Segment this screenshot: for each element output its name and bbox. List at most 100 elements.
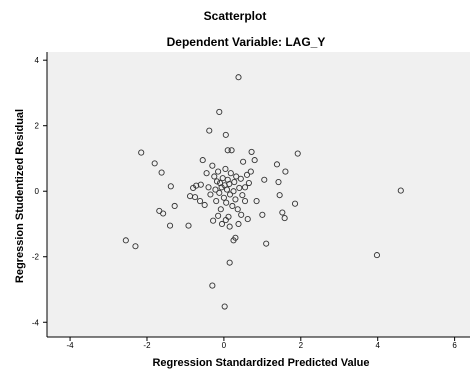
- data-point: [212, 186, 219, 193]
- data-point: [210, 217, 217, 224]
- data-point: [397, 187, 404, 194]
- data-point: [205, 184, 212, 191]
- y-axis-label: Regression Studentized Residual: [14, 109, 26, 283]
- data-point: [213, 198, 220, 205]
- data-point: [224, 147, 231, 154]
- data-point: [226, 180, 233, 188]
- data-point: [247, 168, 254, 175]
- plot-area: [47, 52, 470, 337]
- data-point: [209, 162, 216, 169]
- data-point: [201, 201, 208, 209]
- data-point: [234, 206, 241, 213]
- data-point: [261, 176, 268, 183]
- data-point: [236, 184, 243, 191]
- data-point: [232, 234, 239, 241]
- data-point: [158, 169, 165, 176]
- data-point: [138, 149, 145, 156]
- x-tick-label: 6: [452, 341, 457, 350]
- data-point: [273, 161, 281, 168]
- data-points: [122, 74, 404, 310]
- data-point: [190, 184, 197, 191]
- data-point: [239, 192, 246, 199]
- data-point: [185, 222, 192, 229]
- data-point: [240, 158, 247, 165]
- data-point: [216, 179, 224, 187]
- data-point: [224, 176, 231, 183]
- data-point: [241, 198, 249, 205]
- data-point: [235, 220, 242, 228]
- data-point: [230, 188, 237, 195]
- data-point: [213, 178, 221, 185]
- data-point: [196, 198, 204, 205]
- data-point: [226, 223, 233, 230]
- data-point: [132, 243, 139, 250]
- y-tick-label: -2: [32, 253, 40, 262]
- data-point: [238, 211, 245, 218]
- data-point: [221, 303, 228, 310]
- data-point: [237, 175, 244, 182]
- data-point: [167, 222, 174, 229]
- data-point: [223, 186, 231, 193]
- data-point: [291, 200, 299, 207]
- x-tick-label: -2: [143, 341, 151, 350]
- data-point: [218, 220, 226, 228]
- data-point: [226, 259, 233, 266]
- data-point: [373, 252, 380, 259]
- data-point: [220, 194, 227, 201]
- axes: [46, 52, 470, 338]
- data-point: [279, 209, 286, 216]
- data-point: [228, 147, 235, 154]
- x-axis-label: Regression Standardized Predicted Value: [152, 357, 369, 369]
- data-point: [253, 198, 260, 205]
- data-point: [217, 206, 224, 213]
- data-point: [222, 217, 229, 224]
- data-point: [218, 184, 225, 191]
- data-point: [222, 131, 229, 138]
- data-point: [216, 189, 223, 196]
- data-point: [231, 179, 238, 186]
- data-point: [227, 170, 234, 177]
- data-point: [275, 179, 282, 186]
- tick-marks: -4 -2 0 2 4 6 -4 -2 0 2 4: [32, 56, 458, 350]
- data-point: [281, 215, 288, 222]
- data-point: [245, 179, 252, 187]
- data-point: [203, 170, 210, 177]
- data-point: [251, 157, 258, 164]
- chart-subtitle: Dependent Variable: LAG_Y: [167, 35, 326, 49]
- data-point: [199, 157, 206, 164]
- data-point: [248, 148, 255, 155]
- data-point: [211, 173, 218, 180]
- data-point: [223, 199, 230, 206]
- data-point: [233, 173, 240, 180]
- x-tick-label: 4: [375, 341, 380, 350]
- data-point: [215, 168, 222, 175]
- data-point: [122, 237, 129, 244]
- y-tick-label: 2: [35, 122, 40, 131]
- data-point: [229, 202, 236, 210]
- data-point: [191, 194, 199, 201]
- data-point: [207, 191, 214, 198]
- data-point: [167, 183, 174, 190]
- data-point: [294, 150, 301, 157]
- data-point: [206, 127, 213, 134]
- y-tick-label: 4: [35, 56, 40, 65]
- y-tick-label: 0: [35, 187, 40, 196]
- chart-title: Scatterplot: [204, 9, 267, 23]
- data-point: [222, 165, 229, 172]
- data-point: [276, 192, 283, 199]
- data-point: [282, 168, 289, 175]
- data-point: [243, 171, 251, 178]
- x-tick-label: -4: [67, 341, 75, 350]
- data-point: [241, 184, 249, 191]
- x-tick-label: 0: [222, 341, 227, 350]
- data-point: [259, 211, 266, 218]
- data-point: [235, 74, 242, 81]
- data-point: [263, 240, 270, 247]
- data-point: [209, 282, 216, 289]
- x-tick-label: 2: [299, 341, 304, 350]
- data-point: [171, 202, 178, 210]
- y-tick-label: -4: [32, 318, 40, 327]
- data-point: [151, 160, 158, 167]
